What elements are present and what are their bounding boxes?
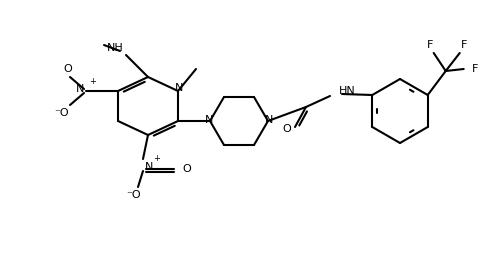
Text: O: O bbox=[63, 64, 72, 74]
Text: N: N bbox=[145, 162, 154, 172]
Text: NH: NH bbox=[107, 43, 124, 53]
Text: N: N bbox=[265, 115, 273, 125]
Text: F: F bbox=[472, 64, 478, 74]
Text: O: O bbox=[282, 124, 291, 134]
Text: F: F bbox=[427, 40, 433, 50]
Text: O: O bbox=[182, 164, 191, 174]
Text: N: N bbox=[175, 83, 183, 93]
Text: N: N bbox=[205, 115, 213, 125]
Text: +: + bbox=[89, 77, 96, 86]
Text: F: F bbox=[461, 40, 467, 50]
Text: ⁻O: ⁻O bbox=[126, 190, 141, 200]
Text: HN: HN bbox=[339, 86, 356, 96]
Text: ⁻O: ⁻O bbox=[55, 108, 69, 118]
Text: N: N bbox=[76, 84, 84, 94]
Text: +: + bbox=[153, 154, 160, 163]
